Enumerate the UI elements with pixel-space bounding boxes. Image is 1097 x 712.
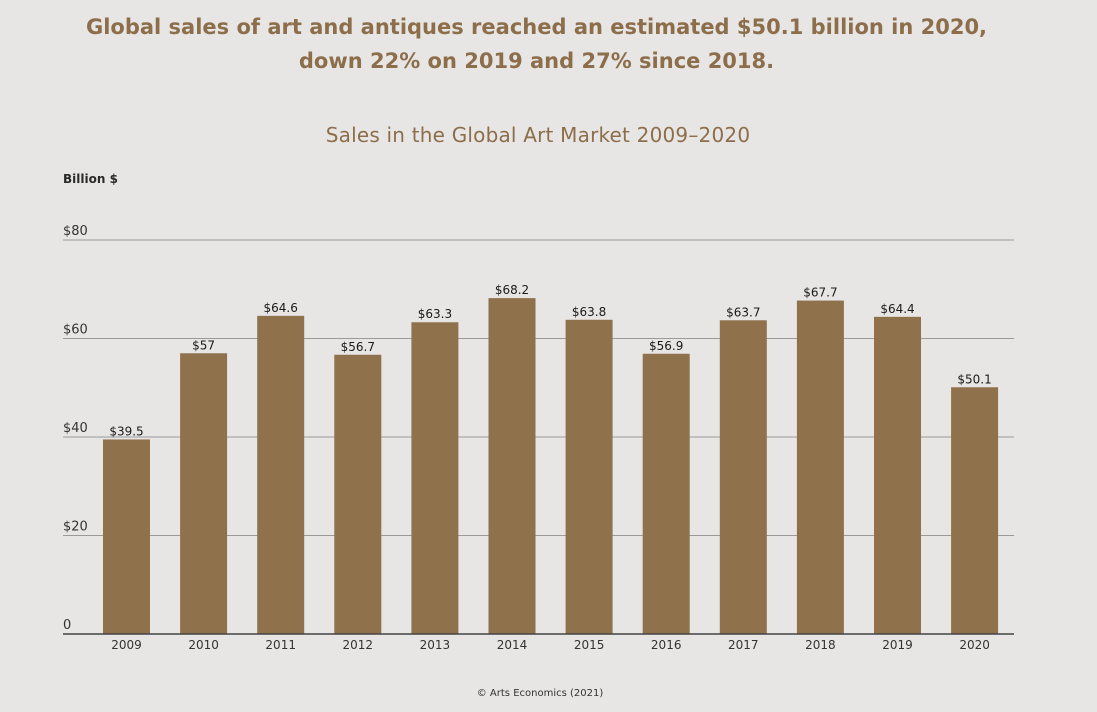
data-label: $56.9 bbox=[649, 339, 683, 353]
x-tick-label: 2019 bbox=[882, 638, 913, 652]
bar bbox=[642, 353, 690, 634]
bar bbox=[796, 300, 844, 634]
source-credit: © Arts Economics (2021) bbox=[476, 688, 604, 699]
x-tick-label: 2010 bbox=[188, 638, 219, 652]
bar bbox=[180, 353, 228, 634]
y-tick-label: $60 bbox=[63, 323, 88, 338]
bar bbox=[565, 319, 613, 634]
bar bbox=[488, 298, 536, 634]
data-label: $63.8 bbox=[572, 305, 606, 319]
y-tick-label: $20 bbox=[63, 520, 88, 535]
headline: Global sales of art and antiques reached… bbox=[0, 10, 1073, 78]
y-tick-label: 0 bbox=[63, 618, 71, 633]
data-label: $64.4 bbox=[880, 302, 914, 316]
data-label: $50.1 bbox=[957, 372, 991, 386]
bar bbox=[257, 315, 305, 634]
bar bbox=[103, 439, 150, 634]
data-label: $64.6 bbox=[264, 301, 298, 315]
x-tick-label: 2012 bbox=[343, 638, 374, 652]
chart-title: Sales in the Global Art Market 2009–2020 bbox=[325, 123, 751, 147]
bar bbox=[874, 316, 921, 634]
x-tick-label: 2013 bbox=[420, 638, 451, 652]
x-tick-label: 2011 bbox=[265, 638, 296, 652]
x-tick-label: 2009 bbox=[111, 638, 142, 652]
data-label: $67.7 bbox=[803, 286, 837, 300]
bar bbox=[951, 387, 999, 634]
data-label: $39.5 bbox=[109, 424, 143, 438]
headline-line-2: down 22% on 2019 and 27% since 2018. bbox=[298, 49, 775, 73]
data-label: $68.2 bbox=[495, 283, 529, 297]
x-tick-label: 2016 bbox=[651, 638, 682, 652]
data-label: $57 bbox=[192, 338, 215, 352]
bar bbox=[411, 322, 459, 634]
y-axis-unit-label: Billion $ bbox=[63, 172, 118, 186]
x-tick-label: 2015 bbox=[574, 638, 605, 652]
x-tick-label: 2017 bbox=[728, 638, 759, 652]
x-tick-label: 2020 bbox=[959, 638, 990, 652]
data-label: $56.7 bbox=[341, 340, 375, 354]
x-tick-label: 2014 bbox=[497, 638, 528, 652]
x-tick-label: 2018 bbox=[805, 638, 836, 652]
bar bbox=[334, 354, 382, 634]
y-tick-label: $40 bbox=[63, 421, 88, 436]
bar bbox=[719, 320, 767, 634]
headline-line-1: Global sales of art and antiques reached… bbox=[85, 15, 988, 39]
data-label: $63.7 bbox=[726, 305, 760, 319]
data-label: $63.3 bbox=[418, 307, 452, 321]
y-tick-label: $80 bbox=[63, 224, 88, 239]
